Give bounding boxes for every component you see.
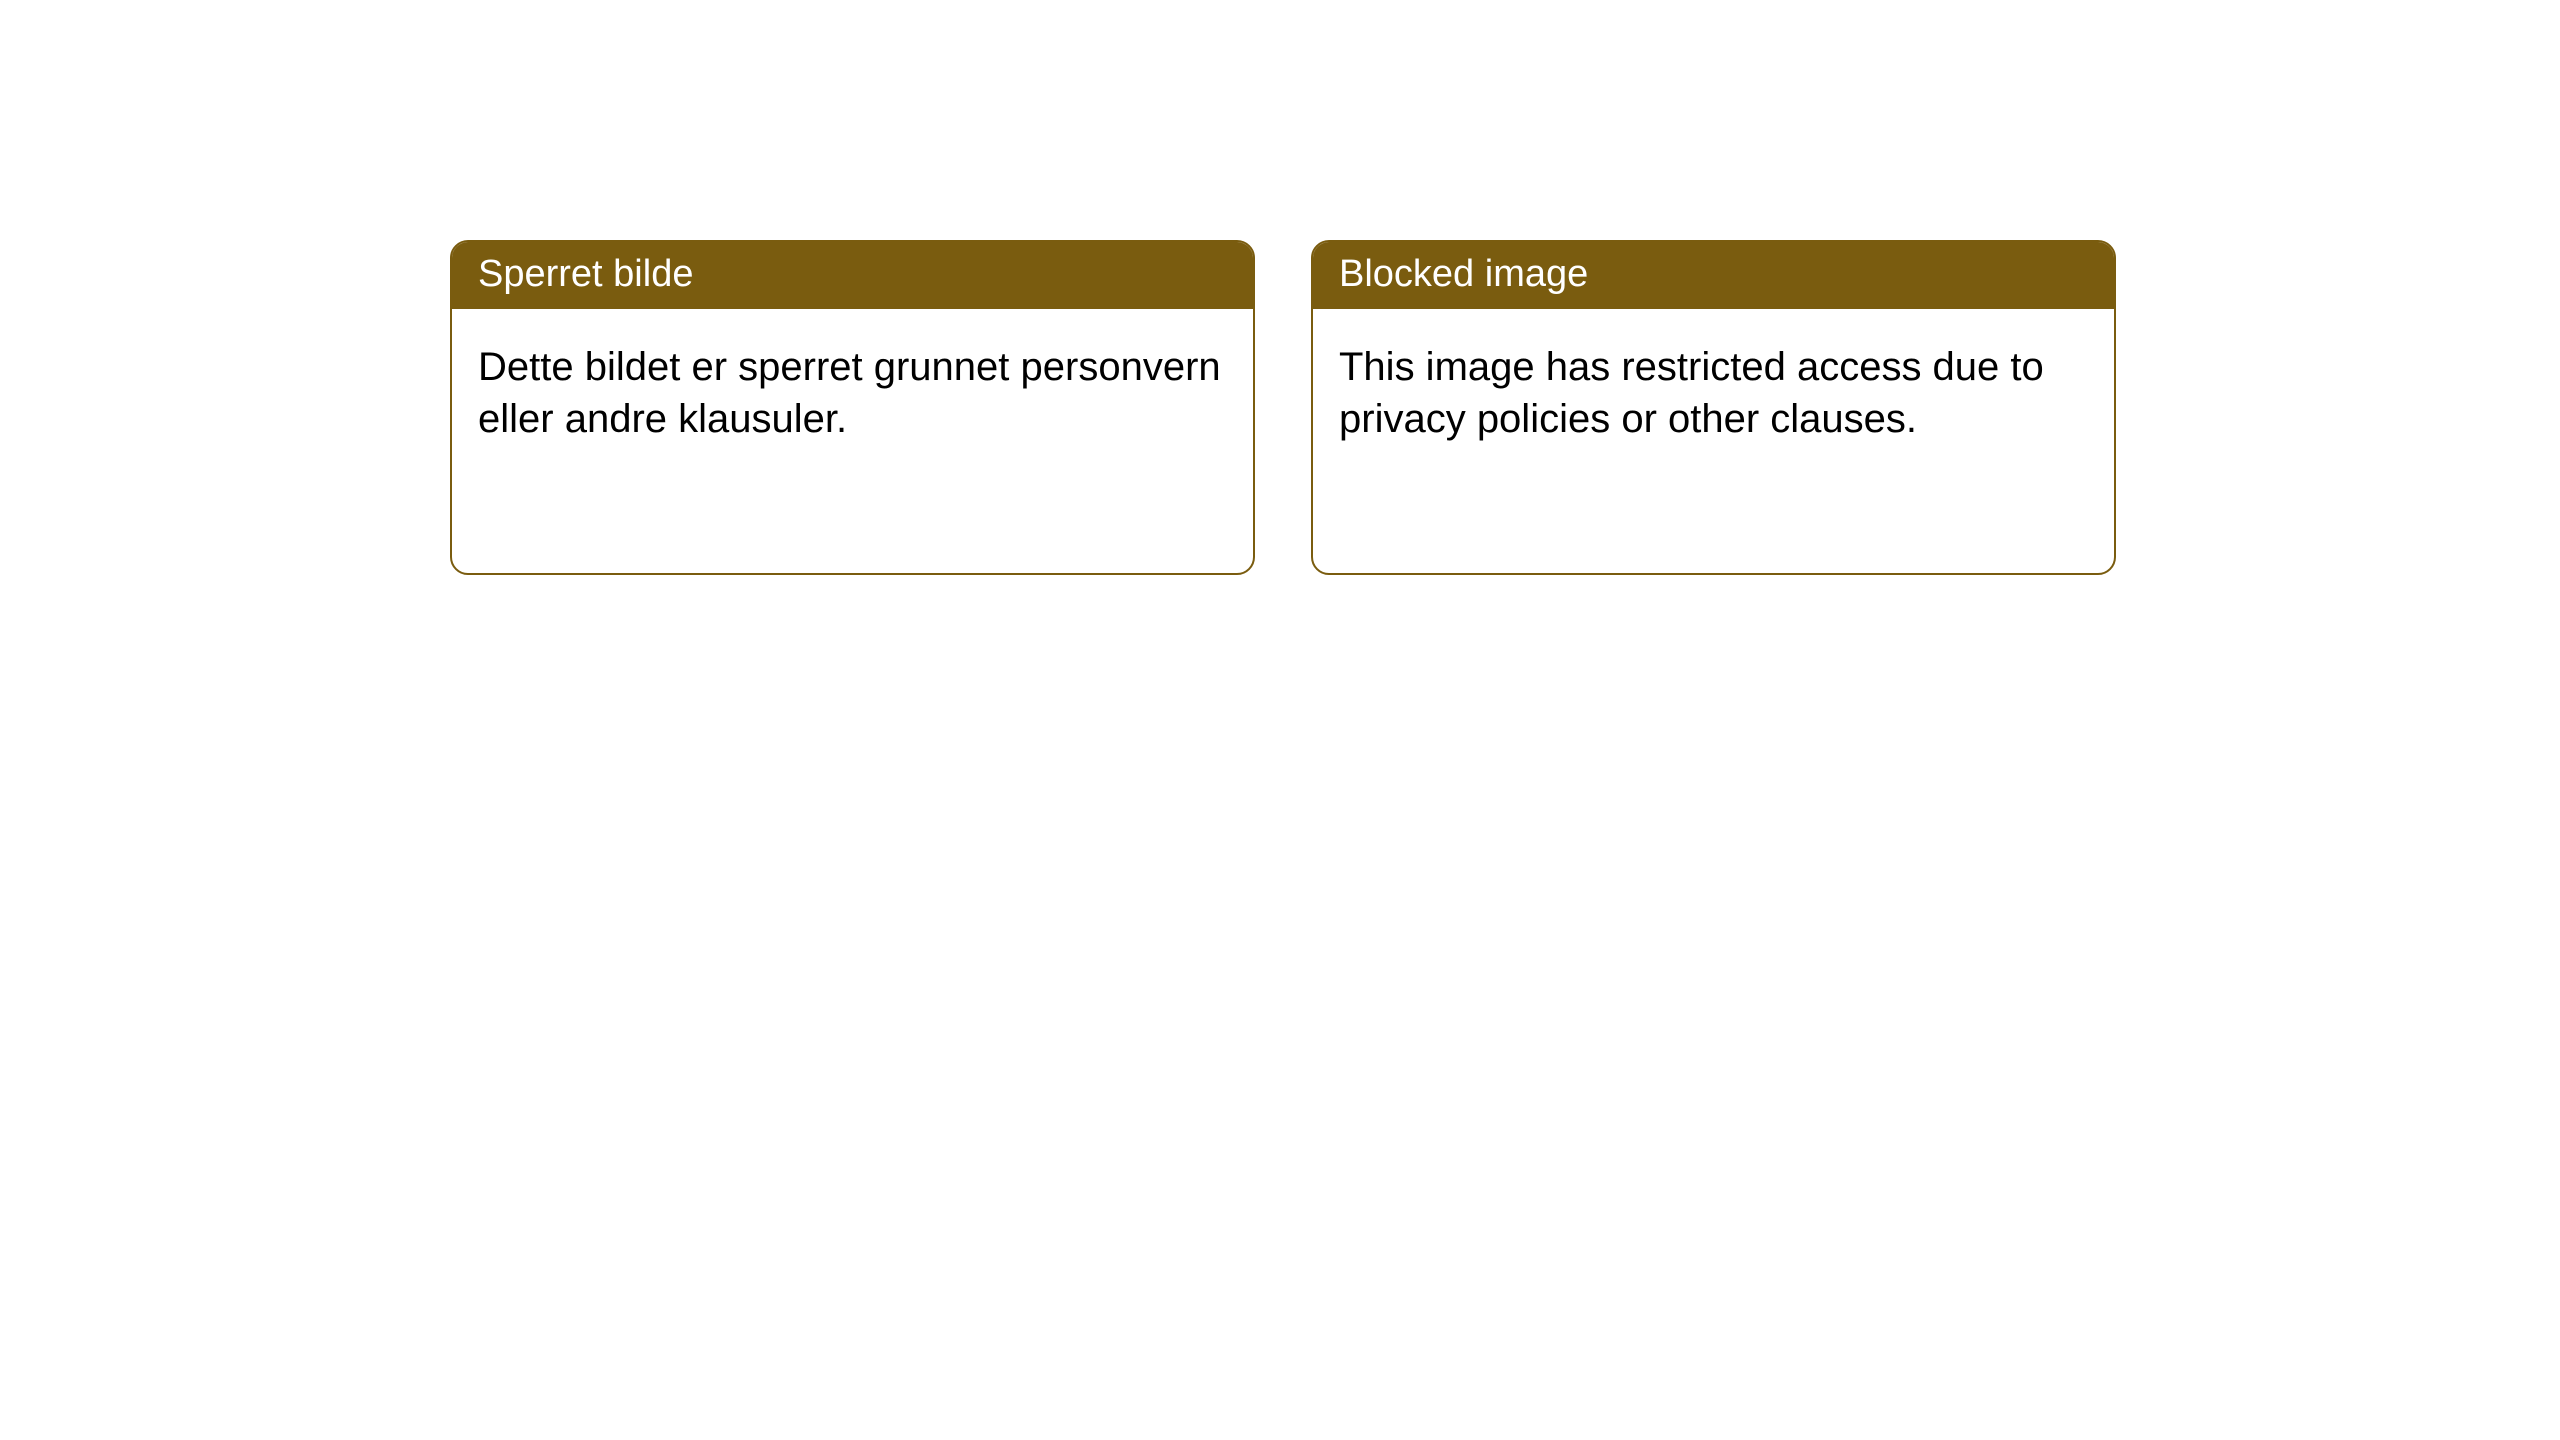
card-message: This image has restricted access due to …: [1339, 345, 2044, 441]
notice-card-norwegian: Sperret bilde Dette bildet er sperret gr…: [450, 240, 1255, 575]
card-body: Dette bildet er sperret grunnet personve…: [452, 309, 1253, 471]
notice-container: Sperret bilde Dette bildet er sperret gr…: [0, 0, 2560, 575]
card-header: Blocked image: [1313, 242, 2114, 309]
card-title: Sperret bilde: [478, 253, 693, 295]
card-header: Sperret bilde: [452, 242, 1253, 309]
card-body: This image has restricted access due to …: [1313, 309, 2114, 471]
notice-card-english: Blocked image This image has restricted …: [1311, 240, 2116, 575]
card-message: Dette bildet er sperret grunnet personve…: [478, 345, 1221, 441]
card-title: Blocked image: [1339, 253, 1588, 295]
